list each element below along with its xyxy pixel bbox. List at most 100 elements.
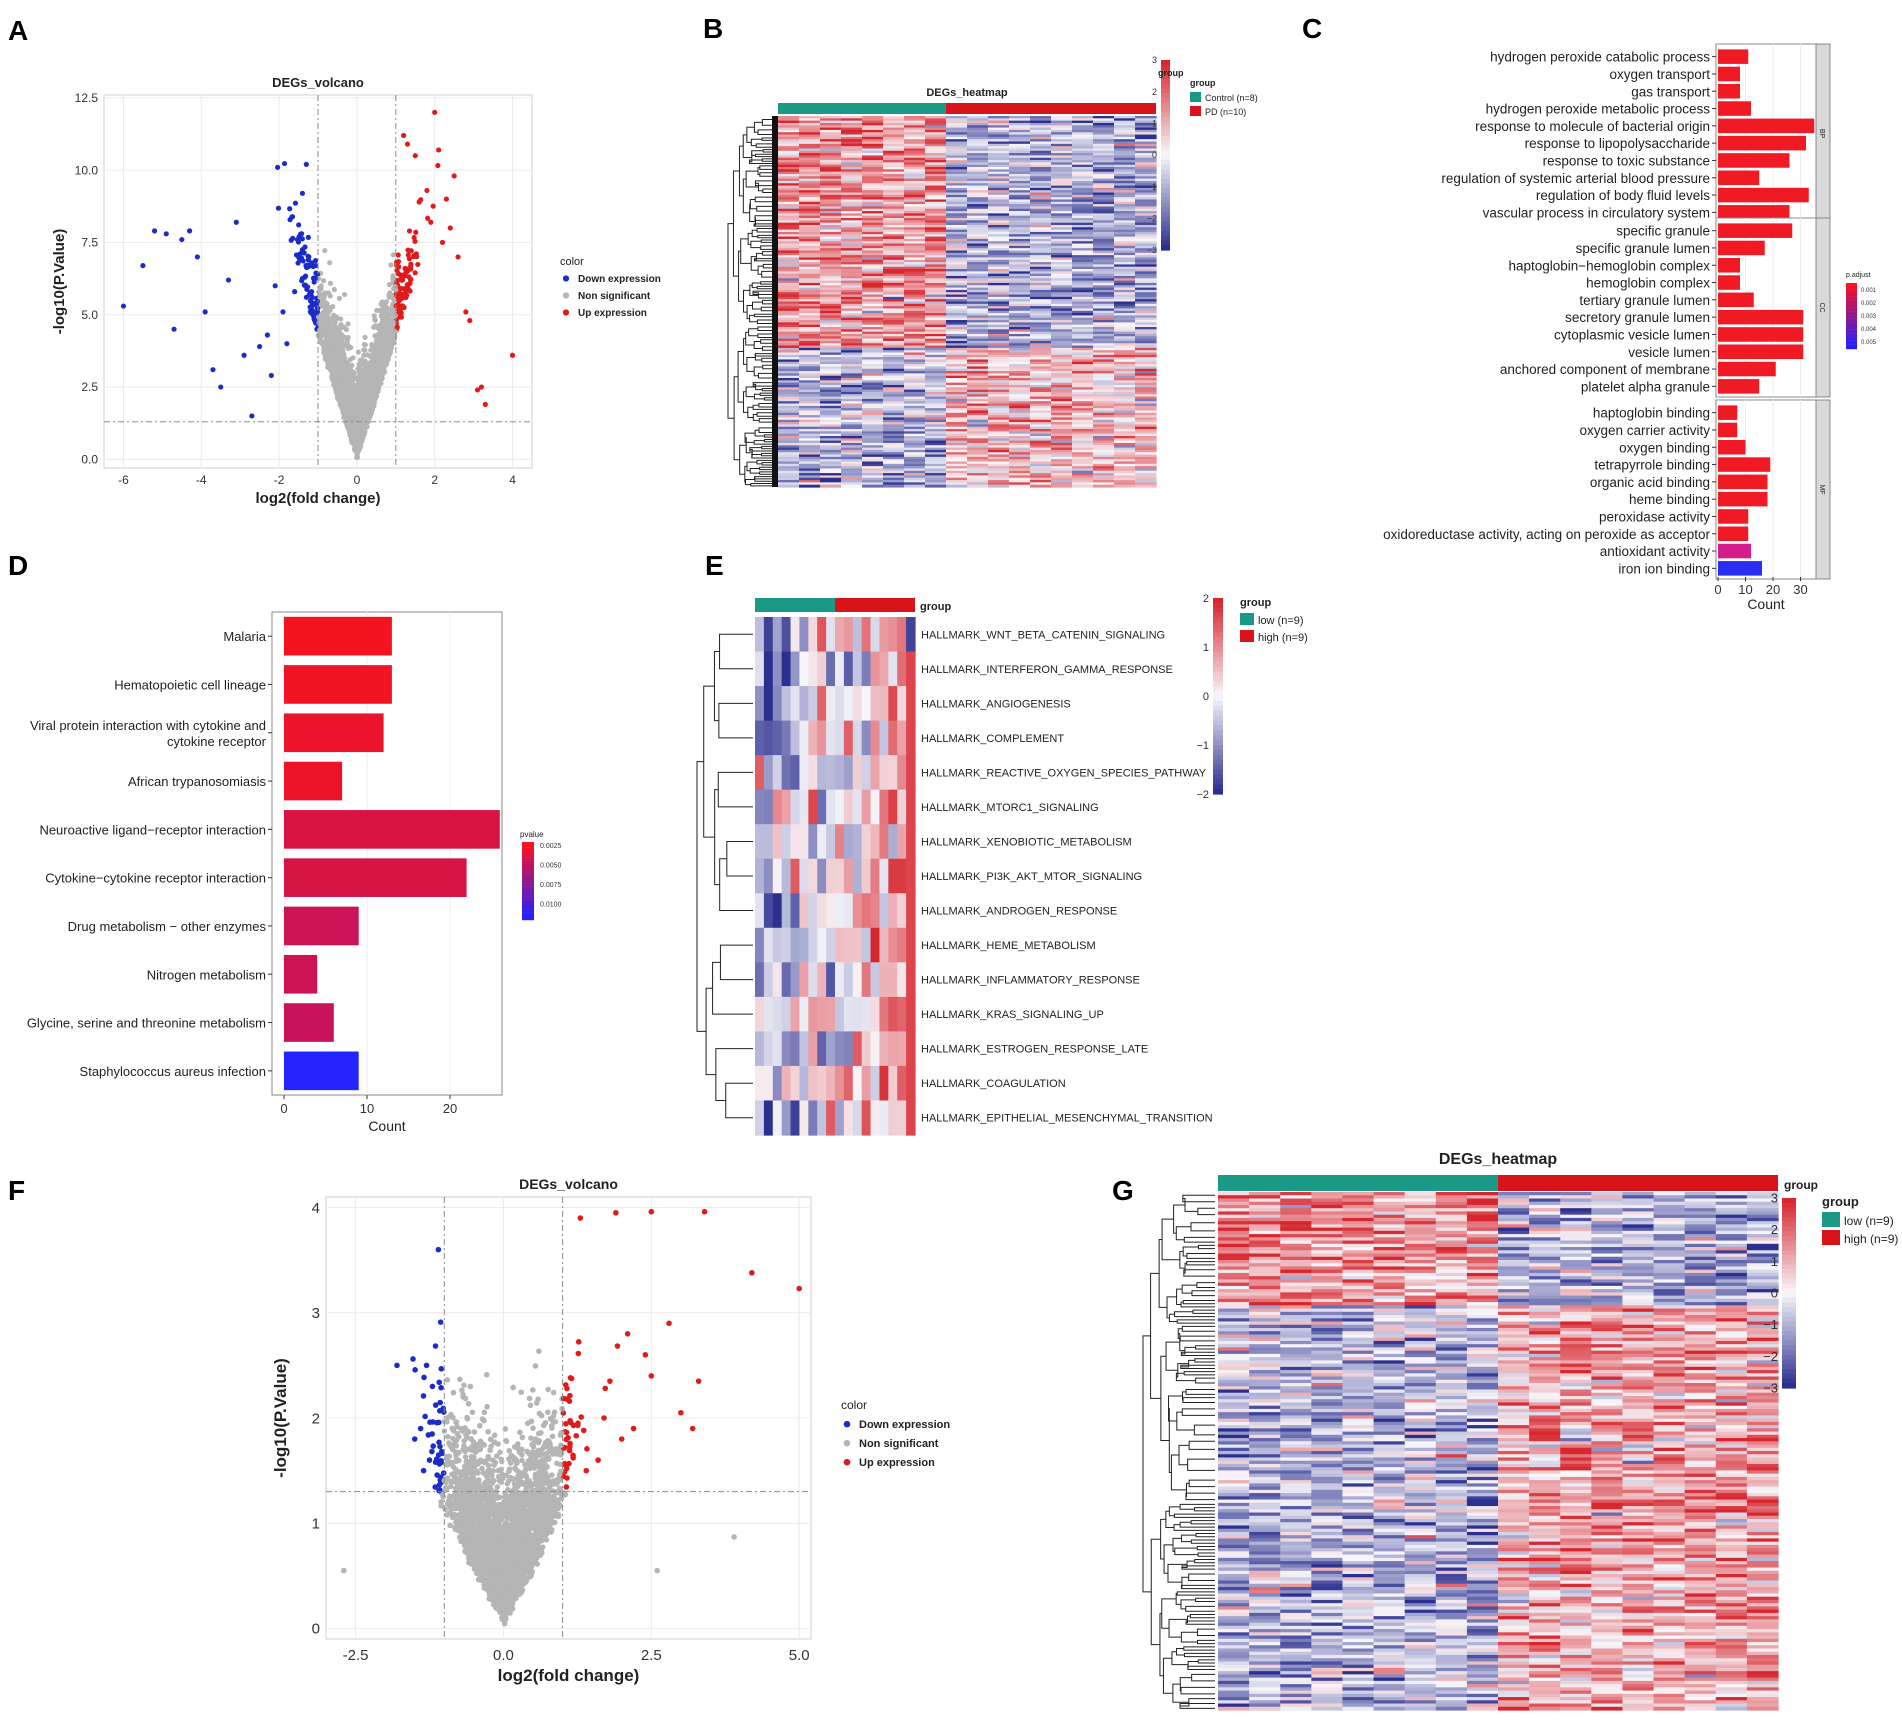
- heatmap-b: DEGs_heatmap3210−1−2−3groupgroupControl …: [727, 55, 1258, 488]
- volcano-point: [345, 345, 352, 351]
- volcano-point: [414, 254, 420, 260]
- volcano-point: [249, 413, 255, 419]
- volcano-point: [361, 393, 367, 399]
- volcano-point: [292, 200, 299, 206]
- volcano-point: [303, 273, 309, 279]
- volcano-point: [325, 310, 331, 317]
- panel-label-b: B: [703, 13, 723, 44]
- volcano-point: [372, 360, 378, 366]
- volcano-point: [385, 353, 391, 359]
- y-tick-label: 10.0: [75, 163, 99, 177]
- volcano-point: [302, 282, 308, 288]
- volcano-point: [309, 289, 315, 295]
- volcano-point: [202, 309, 208, 315]
- volcano-point: [439, 239, 446, 246]
- volcano-point: [447, 225, 453, 231]
- volcano-point: [381, 326, 387, 332]
- volcano-point: [225, 277, 232, 283]
- panel-label-e: E: [705, 550, 724, 581]
- volcano-point: [320, 293, 326, 299]
- volcano-point: [435, 162, 441, 169]
- volcano-point: [416, 199, 422, 205]
- volcano-point: [299, 236, 305, 242]
- volcano-point: [328, 340, 334, 346]
- volcano-point: [360, 424, 366, 431]
- volcano-point: [413, 229, 419, 235]
- volcano-point: [338, 376, 344, 382]
- volcano-point: [455, 254, 461, 260]
- volcano-point: [391, 296, 397, 302]
- volcano-point: [301, 250, 307, 256]
- volcano-point: [330, 315, 336, 321]
- y-axis-label: -log10(P.Value): [51, 229, 68, 335]
- volcano-point: [350, 373, 356, 379]
- volcano-point: [325, 290, 332, 296]
- volcano-point: [280, 309, 286, 315]
- volcano-point: [361, 341, 368, 348]
- volcano-point: [353, 436, 359, 442]
- volcano-point: [390, 273, 396, 279]
- volcano-point: [218, 384, 224, 390]
- y-tick-label: 7.5: [81, 236, 98, 250]
- volcano-plot-a: -6 -4 -2 0 2 40.02.55.07.510.012.5DEGs_volcan…: [51, 75, 661, 507]
- volcano-point: [318, 283, 324, 289]
- volcano-point: [303, 161, 309, 167]
- x-tick-label: -6: [118, 473, 129, 487]
- volcano-point: [325, 350, 331, 356]
- volcano-point: [386, 281, 393, 288]
- volcano-point: [404, 141, 411, 147]
- y-tick-label: 12.5: [75, 91, 99, 105]
- volcano-point: [316, 320, 322, 326]
- volcano-point: [359, 438, 365, 444]
- y-tick-label: 2.5: [81, 380, 98, 394]
- volcano-point: [408, 263, 414, 270]
- volcano-point: [364, 352, 371, 358]
- volcano-point: [340, 335, 346, 341]
- panel-label-f: F: [8, 1175, 25, 1206]
- volcano-point: [343, 412, 349, 418]
- volcano-point: [120, 303, 127, 309]
- volcano-point: [171, 326, 177, 332]
- volcano-point: [309, 295, 315, 301]
- volcano-point: [351, 429, 357, 435]
- volcano-point: [399, 277, 405, 283]
- volcano-point: [357, 360, 364, 366]
- volcano-point: [330, 304, 336, 310]
- volcano-point: [478, 384, 485, 390]
- volcano-point: [451, 173, 457, 179]
- volcano-point: [401, 132, 407, 139]
- volcano-point: [378, 313, 384, 319]
- volcano-point: [241, 352, 247, 358]
- volcano-point: [390, 252, 396, 258]
- volcano-point: [428, 219, 434, 225]
- y-tick-label: 0.0: [81, 453, 98, 467]
- volcano-point: [140, 262, 146, 269]
- y-tick-label: 5.0: [81, 308, 98, 322]
- volcano-point: [375, 388, 381, 394]
- volcano-point: [264, 332, 271, 338]
- volcano-point: [305, 257, 311, 263]
- volcano-point: [298, 231, 305, 237]
- volcano-point: [305, 264, 311, 270]
- volcano-point: [395, 252, 401, 258]
- volcano-point: [233, 219, 239, 225]
- volcano-point: [401, 271, 407, 278]
- legend-marker: [562, 309, 570, 316]
- volcano-point: [351, 401, 357, 407]
- volcano-point: [371, 313, 377, 319]
- volcano-point: [374, 364, 380, 370]
- volcano-point: [340, 347, 346, 353]
- legend-marker: [562, 292, 570, 299]
- volcano-point: [312, 258, 319, 264]
- volcano-point: [287, 206, 293, 212]
- panel-label-g: G: [1112, 1175, 1134, 1206]
- volcano-point: [340, 354, 347, 360]
- volcano-point: [368, 383, 375, 389]
- volcano-point: [388, 344, 394, 350]
- volcano-point: [324, 354, 330, 361]
- volcano-point: [415, 261, 421, 268]
- volcano-point: [321, 320, 327, 326]
- volcano-point: [343, 384, 349, 391]
- volcano-point: [436, 147, 442, 153]
- volcano-point: [275, 205, 282, 211]
